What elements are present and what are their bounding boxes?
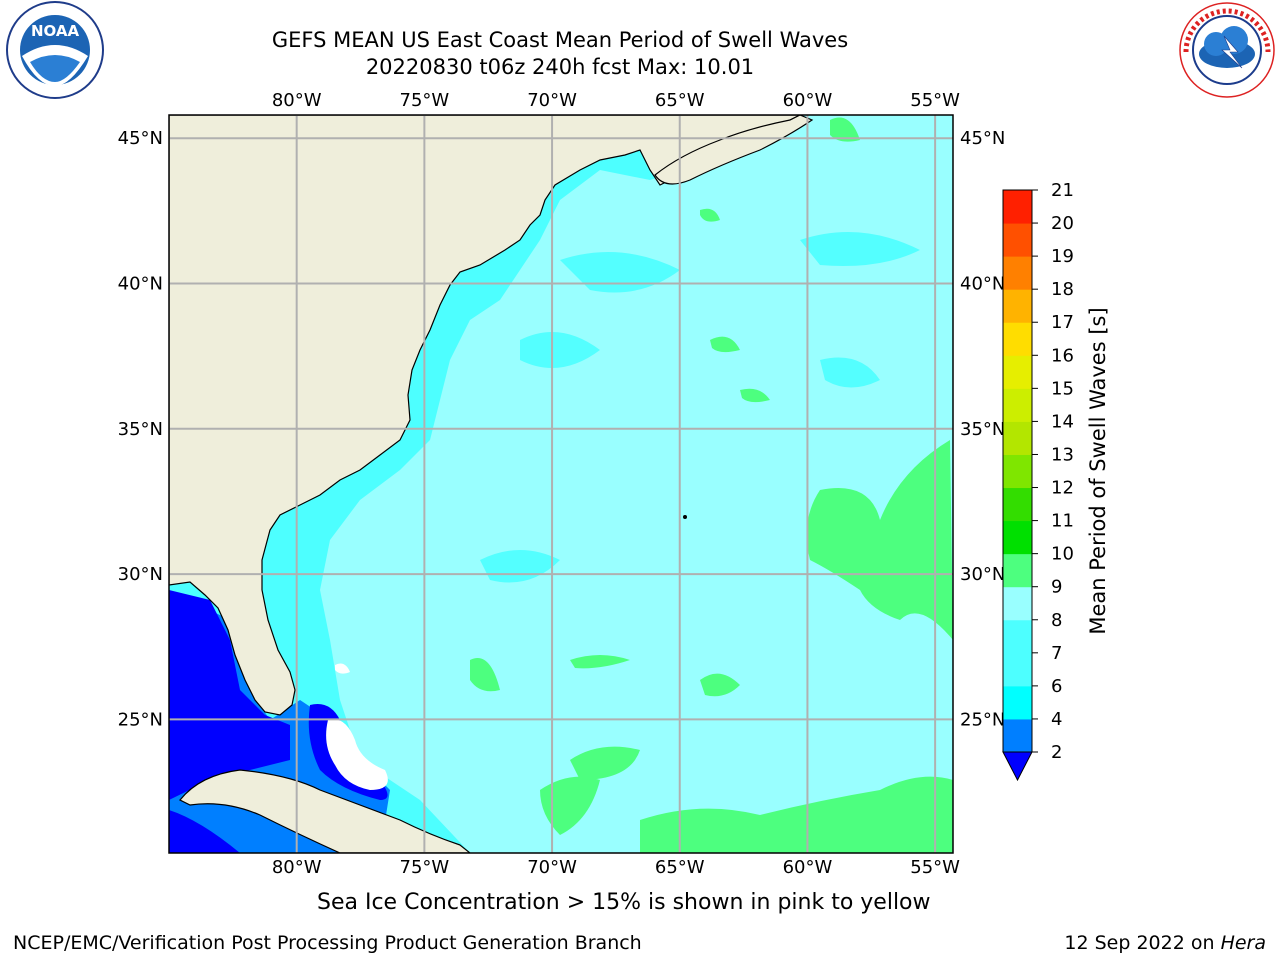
lon-label-top: 70°W [527,90,577,111]
lat-label-left: 35°N [118,419,163,440]
colorbar-segment [1003,223,1032,257]
bahamas-banks [326,663,388,790]
chart-title: GEFS MEAN US East Coast Mean Period of S… [271,28,849,52]
colorbar-frame [1002,189,1033,753]
colorbar-tick-label: 21 [1051,180,1074,201]
nws-logo [1179,2,1275,98]
land-north-america [169,115,801,716]
lon-label-top: 65°W [655,90,705,111]
lat-label-right: 25°N [960,709,1005,730]
colorbar-segment [1003,685,1032,720]
colorbar-tick-label: 19 [1051,246,1074,267]
colorbar-tick-label: 20 [1051,213,1074,234]
gridlines [169,115,953,853]
colorbar-segment [1003,322,1032,356]
lon-label-top: 75°W [400,90,450,111]
colorbar-segment [1003,553,1032,588]
map-frame [168,114,954,854]
colorbar-tick-label: 14 [1051,411,1074,432]
colorbar-extend-arrow [1002,751,1033,782]
colorbar-tick-label: 4 [1051,709,1062,730]
footer-host: Hera [1220,932,1266,954]
colorbar-segment [1003,454,1032,489]
colorbar-tick-label: 16 [1051,345,1074,366]
colorbar-segment [1003,289,1032,323]
noaa-logo-text: NOAA [31,22,80,40]
lon-label-bottom: 60°W [783,857,833,878]
lon-label-bottom: 70°W [527,857,577,878]
colorbar-tick-label: 9 [1051,577,1062,598]
colorbar-segment [1003,388,1032,422]
lat-label-right: 40°N [960,274,1005,295]
lon-label-top: 80°W [272,90,322,111]
colorbar-tick-label: 7 [1051,643,1062,664]
colorbar-segment [1003,718,1032,753]
colorbar: 2 4 6 7 8 9 10 11 12 13 14 15 16 17 18 19 20 21 [1002,180,1074,782]
lon-label-bottom: 80°W [272,857,322,878]
land-nova-scotia [654,115,814,185]
colorbar-tick-label: 13 [1051,444,1074,465]
colorbar-tick-label: 12 [1051,478,1074,499]
lat-label-right: 45°N [960,128,1005,149]
lon-label-bottom: 65°W [655,857,705,878]
footer-left: NCEP/EMC/Verification Post Processing Pr… [13,932,642,954]
sea-ice-caption: Sea Ice Concentration > 15% is shown in … [317,890,931,915]
land-cuba [179,769,471,853]
lat-label-right: 35°N [960,419,1005,440]
colorbar-label: Mean Period of Swell Waves [s] [1086,307,1110,634]
colorbar-tick-label: 11 [1051,511,1074,532]
colorbar-tick-label: 2 [1051,742,1062,763]
lat-label-left: 30°N [118,564,163,585]
lat-label-left: 45°N [118,128,163,149]
lon-label-bottom: 55°W [910,857,960,878]
colorbar-segment [1003,355,1032,389]
colorbar-tick-label: 8 [1051,610,1062,631]
lat-label-right: 30°N [960,564,1005,585]
colorbar-segment [1003,652,1032,687]
colorbar-tick-label: 15 [1051,378,1074,399]
footer-date: 12 Sep 2022 on [1064,932,1221,954]
noaa-logo: NOAA [6,1,104,99]
lon-label-top: 55°W [910,90,960,111]
footer-right: 12 Sep 2022 on Hera [1064,932,1266,954]
colorbar-segment [1003,586,1032,621]
chart-subtitle: 20220830 t06z 240h fcst Max: 10.01 [365,55,755,79]
lat-label-left: 25°N [118,709,163,730]
colorbar-segment [1003,487,1032,522]
lat-label-left: 40°N [118,274,163,295]
colorbar-segment [1003,520,1032,555]
colorbar-tick-label: 6 [1051,676,1062,697]
colorbar-tick-label: 17 [1051,312,1074,333]
axis-labels: 80°W 80°W 75°W 75°W 70°W 70°W 65°W 65°W 60°W 60°W… [118,90,1006,878]
land-bermuda [683,515,687,519]
colorbar-segment [1003,421,1032,455]
lon-label-top: 60°W [783,90,833,111]
colorbar-segment [1003,190,1032,224]
colorbar-segment [1003,256,1032,290]
colorbar-segment [1003,619,1032,654]
gulf-deep-water [169,590,388,853]
colorbar-tick-label: 10 [1051,544,1074,565]
colorbar-tick-label: 18 [1051,279,1074,300]
lon-label-bottom: 75°W [400,857,450,878]
map-area [169,115,953,853]
